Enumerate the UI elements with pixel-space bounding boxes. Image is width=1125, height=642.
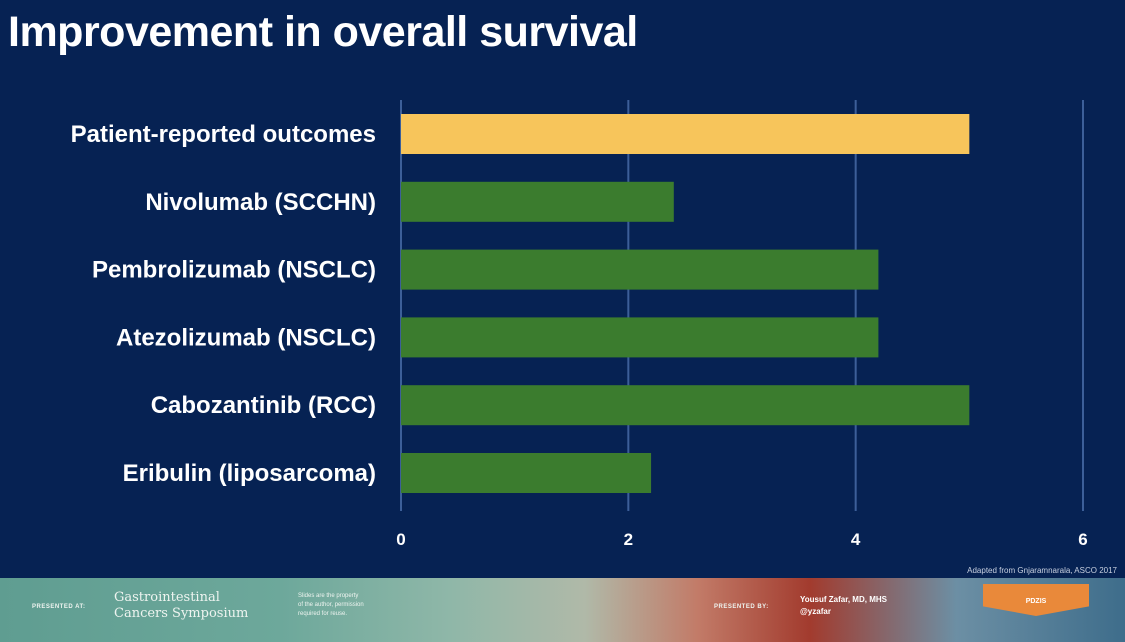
- x-tick-label: 6: [1078, 530, 1087, 549]
- bar-cabozantinib-rcc: [401, 385, 970, 426]
- presenter-handle: @yzafar: [800, 607, 831, 616]
- bar-patient-reported-outcomes: [401, 114, 970, 154]
- source-note: Adapted from Gnjaramnarala, ASCO 2017: [967, 566, 1117, 575]
- symposium-line-1: Gastrointestinal: [114, 590, 220, 605]
- presenter-name: Yousuf Zafar, MD, MHS: [800, 595, 887, 604]
- category-label: Cabozantinib (RCC): [151, 392, 376, 419]
- slide-title: Improvement in overall survival: [8, 8, 638, 56]
- bar-chart: Patient-reported outcomes Nivolumab (SCCH…: [71, 100, 1088, 549]
- presented-by-label: PRESENTED BY:: [714, 604, 769, 610]
- category-label: Nivolumab (SCCHN): [145, 189, 376, 216]
- notice-line-1: Slides are the property: [298, 593, 359, 599]
- symposium-line-2: Cancers Symposium: [114, 606, 249, 621]
- bar-atezolizumab-nsclc: [401, 317, 879, 358]
- category-label: Eribulin (liposarcoma): [123, 460, 376, 487]
- bar-nivolumab-scchn: [401, 181, 674, 222]
- x-tick-label: 4: [851, 530, 861, 549]
- category-label: Atezolizumab (NSCLC): [116, 324, 376, 351]
- presented-at-label: PRESENTED AT:: [32, 604, 86, 610]
- category-label: Pembrolizumab (NSCLC): [92, 257, 376, 284]
- x-tick-label: 0: [396, 530, 405, 549]
- notice-line-2: of the author, permission: [298, 602, 364, 608]
- category-label: Patient-reported outcomes: [71, 121, 376, 148]
- notice-line-3: required for reuse.: [298, 611, 348, 617]
- footer-banner: PRESENTED AT: Gastrointestinal Cancers S…: [0, 578, 1125, 642]
- bar-pembrolizumab-nsclc: [401, 249, 879, 290]
- bar-eribulin-liposarcoma: [401, 453, 652, 493]
- x-tick-label: 2: [624, 530, 633, 549]
